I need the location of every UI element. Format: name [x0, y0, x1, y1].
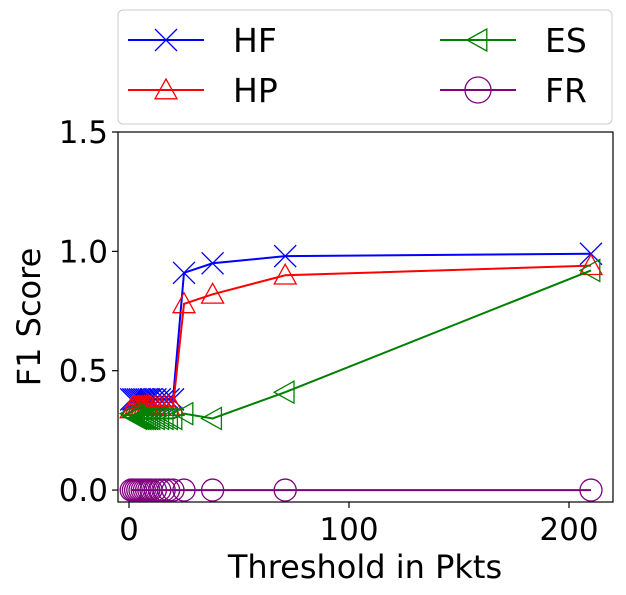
y-tick-label: 0.5 [59, 354, 108, 390]
legend-item-hf: HF [128, 21, 277, 60]
x-tick-label: 200 [539, 512, 598, 548]
series-fr-point [156, 478, 181, 502]
series-hf-point [201, 251, 225, 275]
legend-frame [117, 9, 613, 125]
series-hp-point [171, 291, 197, 314]
series-hp-point [273, 262, 298, 285]
series-layer [118, 242, 604, 502]
series-es-point [129, 406, 152, 431]
series-hf-point [172, 261, 196, 285]
x-tick-label: 0 [119, 512, 139, 548]
series-es-line [130, 269, 592, 420]
series-es-point [272, 380, 295, 405]
series-fr-point [172, 478, 196, 502]
series-fr-point [200, 478, 225, 502]
legend-item-fr: FR [440, 71, 587, 110]
legend-label-fr: FR [545, 71, 587, 110]
legend-label-es: ES [545, 21, 587, 60]
y-axis-title: F1 Score [10, 248, 48, 387]
legend-item-es: ES [440, 21, 587, 60]
legend-marker-hf [154, 28, 178, 52]
series-fr [119, 478, 603, 502]
x-tick-label: 100 [319, 512, 378, 548]
legend-label-hf: HF [233, 21, 277, 60]
series-fr-point [273, 478, 297, 502]
legend-marker-es [465, 27, 488, 53]
legend: HF HP ES FR [117, 9, 613, 125]
series-fr-point [152, 478, 176, 502]
series-es-point [134, 406, 157, 431]
series-hf-line [131, 252, 592, 401]
x-axis-title: Threshold in Pkts [227, 548, 502, 586]
axes-layer: 0 100 200 0.0 0.5 1.0 1.5 [59, 115, 599, 548]
series-hp-point [200, 281, 225, 304]
series-hp-line [130, 264, 592, 410]
series-es-point [156, 406, 179, 431]
series-es-point [151, 406, 174, 431]
series-fr-point [579, 478, 603, 502]
y-tick-label: 0.0 [59, 473, 108, 509]
y-tick-label: 1.0 [59, 234, 108, 270]
series-es-point [147, 406, 170, 431]
series-fr-point [148, 478, 172, 502]
series-fr-point [161, 478, 185, 502]
legend-item-hp: HP [128, 71, 278, 110]
series-fr-point [143, 478, 168, 502]
series-hp [119, 253, 604, 419]
series-es-point [143, 406, 165, 431]
series-hf-point [273, 244, 297, 268]
series-es-point [200, 406, 223, 431]
series-es-point [138, 406, 161, 431]
series-hp-point [578, 253, 604, 276]
plot-frame [117, 131, 614, 503]
series-es [118, 258, 601, 431]
legend-marker-fr [464, 76, 492, 104]
legend-marker-hp [153, 77, 179, 100]
legend-label-hp: HP [233, 71, 278, 110]
series-es-point [578, 258, 601, 283]
y-tick-label: 1.5 [59, 115, 108, 151]
series-es-point [171, 401, 194, 426]
series-es-point [125, 406, 148, 431]
